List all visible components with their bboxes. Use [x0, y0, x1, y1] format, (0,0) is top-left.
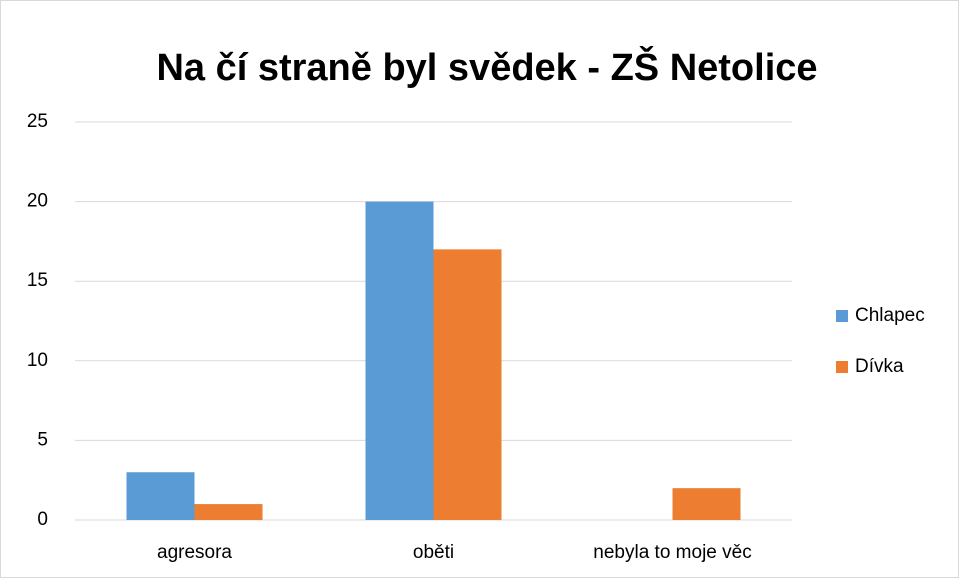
y-tick-label: 10 [27, 350, 48, 371]
bar [433, 249, 502, 521]
bar [672, 488, 741, 520]
bar [126, 472, 195, 520]
legend-swatch [836, 361, 848, 373]
legend-label: Dívka [855, 356, 904, 377]
y-tick-label: 20 [27, 191, 48, 212]
y-tick-label: 25 [27, 111, 48, 132]
y-tick-label: 5 [37, 429, 48, 450]
legend-swatch [836, 310, 848, 322]
legend-label: Chlapec [855, 305, 925, 326]
y-tick-label: 0 [37, 509, 48, 530]
chart-title: Na čí straně byl svědek - ZŠ Netolice [156, 44, 817, 89]
bar [194, 504, 263, 520]
y-tick-label: 15 [27, 270, 48, 291]
x-tick-label: nebyla to moje věc [593, 542, 751, 563]
x-tick-label: oběti [413, 542, 454, 563]
bar [365, 201, 434, 520]
x-tick-label: agresora [157, 542, 232, 563]
